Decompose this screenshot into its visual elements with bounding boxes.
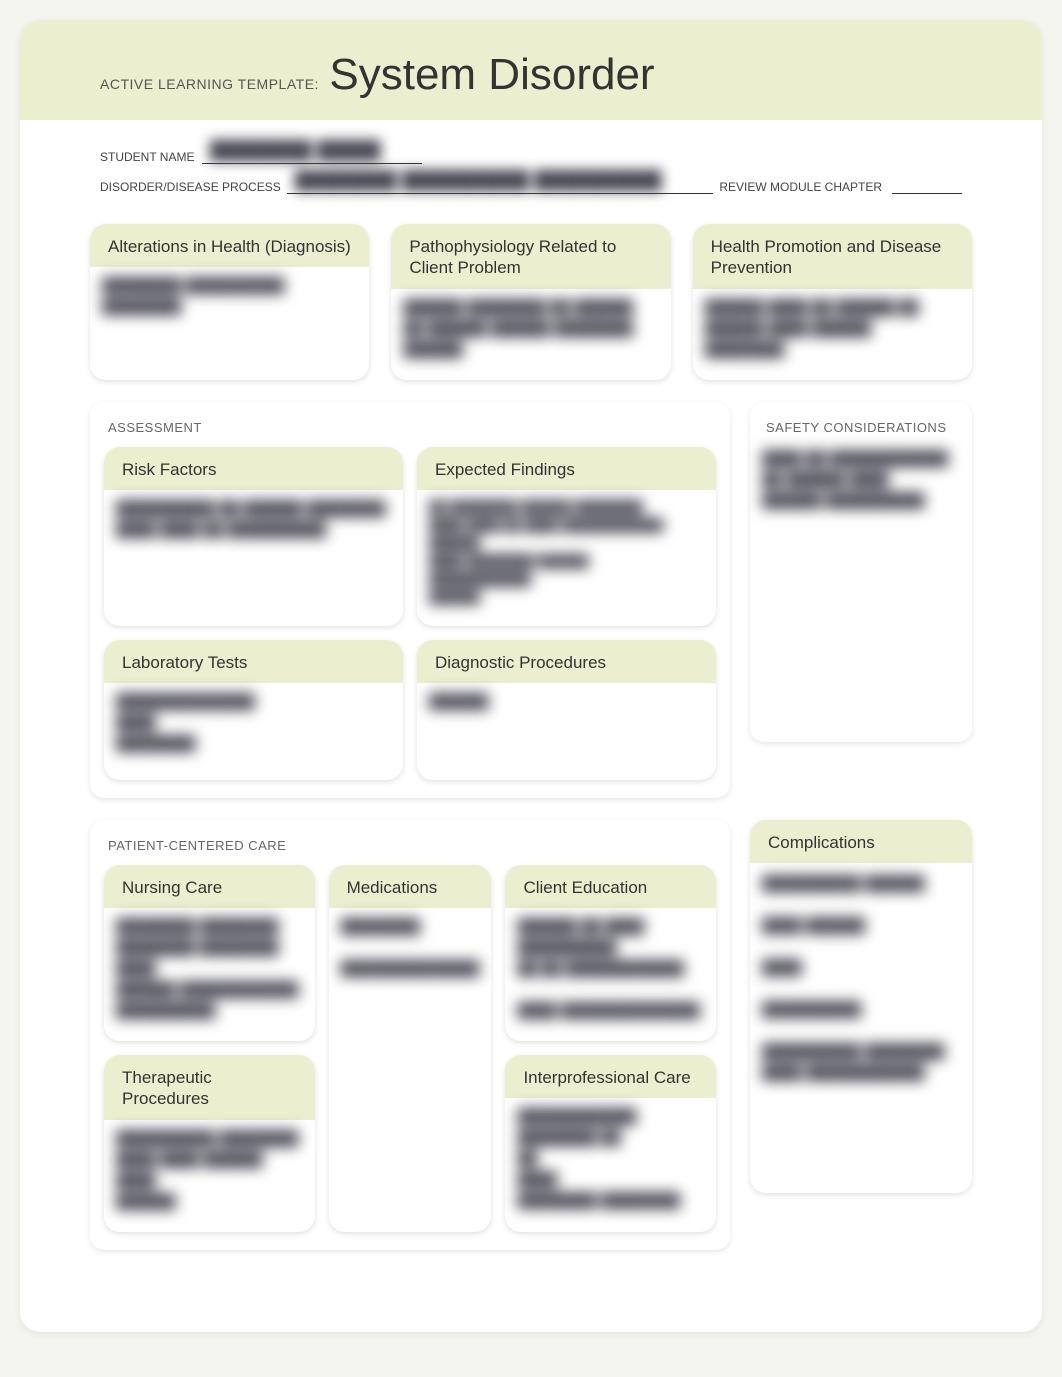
- assessment-grid: Risk Factors ██████████ ██ ██████ ██████…: [104, 447, 716, 780]
- assessment-heading: ASSESSMENT: [104, 416, 716, 447]
- diagnostic-content: ██████: [429, 691, 704, 712]
- safety-card: SAFETY CONSIDERATIONS ████ ██ ██████████…: [750, 402, 972, 742]
- interprof-card: Interprofessional Care ████████████ ████…: [505, 1055, 716, 1231]
- alterations-card: Alterations in Health (Diagnosis) ██████…: [90, 224, 369, 380]
- student-name-value: ████████ █████: [202, 140, 389, 163]
- lab-tests-card: Laboratory Tests ██████████████ ████ ███…: [104, 640, 403, 780]
- student-name-row: STUDENT NAME ████████ █████: [20, 120, 1042, 170]
- therapeutic-title: Therapeutic Procedures: [104, 1055, 315, 1120]
- risk-factors-content: ██████████ ██ ██████ ████████ ████ ████ …: [116, 498, 391, 540]
- top-row: Alterations in Health (Diagnosis) ██████…: [90, 224, 972, 380]
- nursing-care-content: ████████ ████████ ████████ ████████ ████…: [116, 916, 303, 1021]
- page-title: System Disorder: [329, 50, 654, 99]
- nursing-care-title: Nursing Care: [104, 865, 315, 908]
- safety-content: ████ ██ ████████████ ██ ██████ ████ ████…: [762, 448, 960, 511]
- interprof-content: ████████████ ████████ ██ ██ ████ ███████…: [517, 1106, 704, 1211]
- complications-content: ██████████ ██████ ████ ██████ ████ █████…: [762, 873, 960, 1083]
- pcc-col-3: Client Education ██████ ██ ████ ████████…: [505, 865, 716, 1232]
- page: ACTIVE LEARNING TEMPLATE: System Disorde…: [20, 20, 1042, 1332]
- review-module-field[interactable]: [892, 193, 962, 194]
- complications-card: Complications ██████████ ██████ ████ ███…: [750, 820, 972, 1193]
- assessment-column: ASSESSMENT Risk Factors ██████████ ██ ██…: [90, 402, 730, 820]
- pcc-col-2: Medications ████████ ██████████████: [329, 865, 492, 1232]
- pcc-heading: PATIENT-CENTERED CARE: [104, 834, 716, 865]
- diagnostic-card: Diagnostic Procedures ██████: [417, 640, 716, 780]
- therapeutic-content: ██████████ ████████ ████ ████ ██████ ███…: [116, 1128, 303, 1212]
- therapeutic-card: Therapeutic Procedures ██████████ ██████…: [104, 1055, 315, 1231]
- pcc-col-1: Nursing Care ████████ ████████ ████████ …: [104, 865, 315, 1232]
- patho-title: Pathophysiology Related to Client Proble…: [391, 224, 670, 289]
- alterations-content: ████████ ██████████ ████████: [102, 275, 357, 317]
- health-promo-title: Health Promotion and Disease Prevention: [693, 224, 972, 289]
- health-promo-card: Health Promotion and Disease Prevention …: [693, 224, 972, 380]
- pcc-section: PATIENT-CENTERED CARE Nursing Care █████…: [90, 820, 730, 1250]
- complications-title: Complications: [750, 820, 972, 863]
- safety-heading: SAFETY CONSIDERATIONS: [762, 412, 960, 449]
- alterations-title: Alterations in Health (Diagnosis): [90, 224, 369, 267]
- lab-tests-title: Laboratory Tests: [104, 640, 403, 683]
- header-banner: ACTIVE LEARNING TEMPLATE: System Disorde…: [20, 20, 1042, 120]
- assessment-section: ASSESSMENT Risk Factors ██████████ ██ ██…: [90, 402, 730, 798]
- medications-content: ████████ ██████████████: [341, 916, 480, 979]
- disease-value: ████████ ██████████ ██████████: [287, 170, 670, 193]
- risk-factors-title: Risk Factors: [104, 447, 403, 490]
- assessment-safety-row: ASSESSMENT Risk Factors ██████████ ██ ██…: [90, 402, 972, 820]
- patho-card: Pathophysiology Related to Client Proble…: [391, 224, 670, 380]
- student-name-field[interactable]: ████████ █████: [202, 140, 422, 164]
- expected-findings-content: ██ ████████ ██████ ████████ ████ ████ ██…: [429, 498, 704, 606]
- client-ed-content: ██████ ██ ████ ██████████ ██ ██ ████████…: [517, 916, 704, 1021]
- health-promo-content: ██████ ████ ██ ██████ ██ ██████ ████ ███…: [705, 297, 960, 360]
- patho-content: ██████ ████████ ██ ██████ ██ ██████ ████…: [403, 297, 658, 360]
- complications-column: Complications ██████████ ██████ ████ ███…: [750, 820, 972, 1272]
- medications-card: Medications ████████ ██████████████: [329, 865, 492, 1232]
- review-module-label: REVIEW MODULE CHAPTER: [719, 180, 882, 194]
- safety-column: SAFETY CONSIDERATIONS ████ ██ ██████████…: [750, 402, 972, 820]
- medications-title: Medications: [329, 865, 492, 908]
- nursing-care-card: Nursing Care ████████ ████████ ████████ …: [104, 865, 315, 1041]
- lab-tests-content: ██████████████ ████ ████████: [116, 691, 391, 754]
- pcc-column: PATIENT-CENTERED CARE Nursing Care █████…: [90, 820, 730, 1272]
- content-area: Alterations in Health (Diagnosis) ██████…: [20, 214, 1042, 1292]
- diagnostic-title: Diagnostic Procedures: [417, 640, 716, 683]
- disease-field[interactable]: ████████ ██████████ ██████████: [287, 170, 714, 194]
- interprof-title: Interprofessional Care: [505, 1055, 716, 1098]
- disease-row: DISORDER/DISEASE PROCESS ████████ ██████…: [20, 170, 1042, 214]
- client-ed-card: Client Education ██████ ██ ████ ████████…: [505, 865, 716, 1041]
- expected-findings-card: Expected Findings ██ ████████ ██████ ███…: [417, 447, 716, 626]
- pcc-row: PATIENT-CENTERED CARE Nursing Care █████…: [90, 820, 972, 1272]
- pcc-grid: Nursing Care ████████ ████████ ████████ …: [104, 865, 716, 1232]
- client-ed-title: Client Education: [505, 865, 716, 908]
- student-name-label: STUDENT NAME: [100, 150, 194, 164]
- risk-factors-card: Risk Factors ██████████ ██ ██████ ██████…: [104, 447, 403, 626]
- expected-findings-title: Expected Findings: [417, 447, 716, 490]
- template-label: ACTIVE LEARNING TEMPLATE:: [100, 76, 319, 92]
- disease-label: DISORDER/DISEASE PROCESS: [100, 180, 281, 194]
